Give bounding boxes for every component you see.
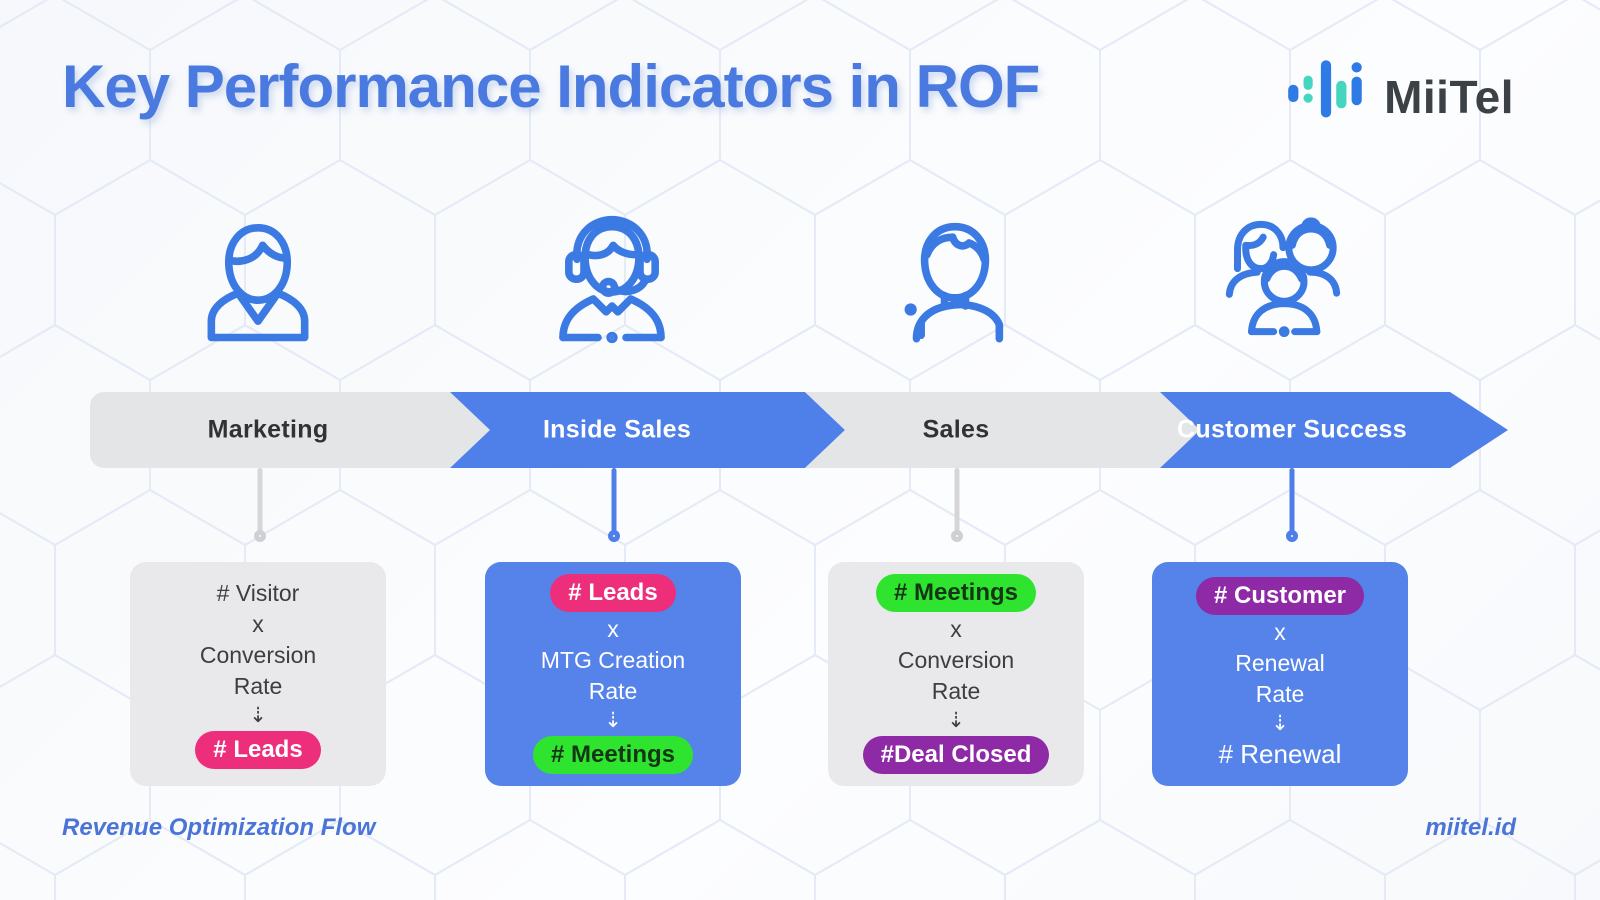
formula-operator: x <box>1274 619 1286 646</box>
kpi-card-marketing: # Visitor x Conversion Rate ⇣ # Leads <box>130 562 386 786</box>
formula-term: Conversion <box>897 646 1015 673</box>
formula-term: Rate <box>931 678 981 705</box>
brand-name: MiiTel <box>1384 70 1514 123</box>
banner-segment-customer-success <box>1160 392 1508 468</box>
sales-person-icon <box>885 208 1025 348</box>
connector-line <box>954 468 960 534</box>
formula-term: MTG Creation <box>540 646 686 673</box>
kpi-result-badge: #Deal Closed <box>862 736 1050 775</box>
page-title: Key Performance Indicators in ROF <box>62 53 1040 120</box>
kpi-card-inside-sales: # Leads x MTG Creation Rate ⇣ # Meetings <box>485 562 741 786</box>
formula-term: Rate <box>1255 681 1305 708</box>
stage-label-inside-sales: Inside Sales <box>542 415 692 444</box>
banner-segment-marketing <box>90 392 490 468</box>
formula-operator: x <box>607 615 619 642</box>
connector-line <box>1289 468 1295 534</box>
formula-term: Renewal <box>1235 650 1325 677</box>
miitel-logo: MiiTel <box>1280 58 1514 135</box>
connector-inside-sales <box>602 468 626 558</box>
connector-ring <box>1286 530 1298 542</box>
connector-sales <box>945 468 969 558</box>
banner-segment-inside-sales <box>450 392 845 468</box>
kpi-input-badge: # Customer <box>1195 577 1365 616</box>
kpi-card-sales: # Meetings x Conversion Rate ⇣ #Deal Clo… <box>828 562 1084 786</box>
formula-operator: x <box>252 610 264 637</box>
waveform-bars-icon <box>1280 58 1372 135</box>
down-dashed-arrow-icon: ⇣ <box>249 703 267 728</box>
formula-term: Rate <box>588 678 638 705</box>
down-dashed-arrow-icon: ⇣ <box>1271 711 1289 736</box>
connector-ring <box>951 530 963 542</box>
kpi-result: # Renewal <box>1218 739 1342 770</box>
formula-operator: x <box>950 615 962 642</box>
connector-marketing <box>248 468 272 558</box>
footer-caption: Revenue Optimization Flow <box>62 814 376 841</box>
kpi-result-badge: # Leads <box>195 731 321 770</box>
connector-customer-success <box>1280 468 1304 558</box>
banner-segment-sales <box>805 392 1200 468</box>
down-dashed-arrow-icon: ⇣ <box>947 708 965 733</box>
connector-line <box>257 468 263 534</box>
down-dashed-arrow-icon: ⇣ <box>604 708 622 733</box>
kpi-card-customer-success: # Customer x Renewal Rate ⇣ # Renewal <box>1152 562 1408 786</box>
stage-banner: Marketing Inside Sales Sales Customer Su… <box>90 392 1508 468</box>
connector-ring <box>254 530 266 542</box>
callcenter-agent-icon <box>542 208 682 348</box>
kpi-input: # Visitor <box>216 579 300 606</box>
connector-ring <box>608 530 620 542</box>
stage-label-customer-success: Customer Success <box>1177 415 1407 444</box>
kpi-input-badge: # Leads <box>550 573 676 612</box>
formula-term: Conversion <box>199 642 317 668</box>
formula-term: Rate <box>233 673 283 700</box>
footer-website: miitel.id <box>1425 814 1516 841</box>
kpi-result-badge: # Meetings <box>532 736 694 775</box>
connector-line <box>611 468 617 534</box>
marketing-person-icon <box>188 208 328 348</box>
stage-label-marketing: Marketing <box>207 415 329 444</box>
kpi-input-badge: # Meetings <box>875 573 1037 612</box>
stage-label-sales: Sales <box>922 415 990 444</box>
team-icon <box>1213 208 1353 348</box>
